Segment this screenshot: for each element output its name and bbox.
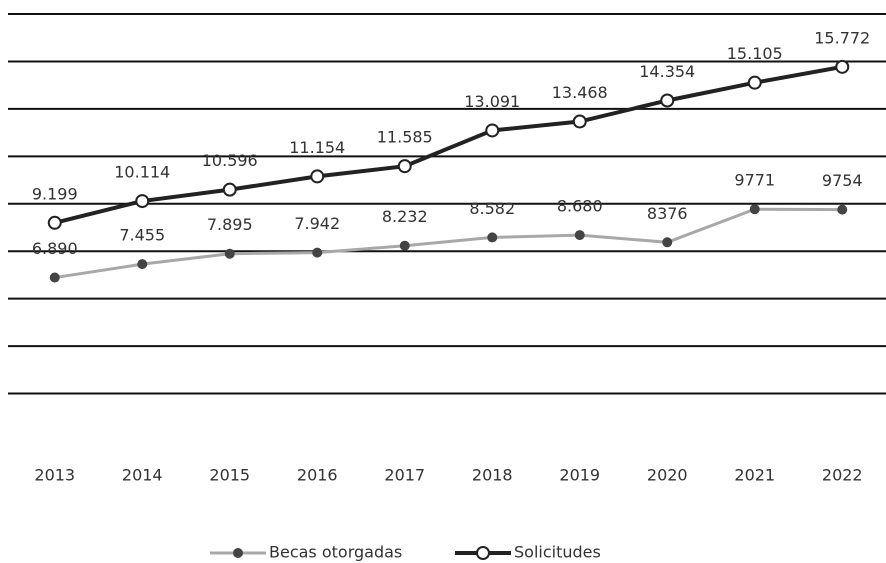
- data-label: 8.232: [382, 207, 428, 226]
- point: [224, 248, 235, 259]
- point: [397, 159, 412, 174]
- point: [487, 232, 498, 243]
- data-label: 11.154: [289, 138, 345, 157]
- data-label: 13.468: [552, 83, 608, 102]
- data-label: 8.680: [557, 197, 603, 216]
- data-label: 11.585: [377, 128, 433, 147]
- point: [837, 204, 848, 215]
- data-label: 9771: [734, 171, 775, 190]
- data-label: 15.105: [727, 44, 783, 63]
- series-line: [54, 64, 843, 225]
- x-tick-label: 2015: [209, 466, 250, 485]
- x-tick-label: 2020: [647, 466, 688, 485]
- legend-marker: [233, 548, 243, 558]
- point: [747, 75, 762, 90]
- data-label: 8.582: [469, 199, 515, 218]
- x-tick-label: 2013: [34, 466, 75, 485]
- data-label: 9.199: [32, 184, 78, 203]
- legend-label: Solicitudes: [514, 543, 601, 562]
- x-tick-label: 2022: [822, 466, 863, 485]
- point: [312, 247, 323, 258]
- point: [222, 182, 237, 197]
- x-tick-label: 2014: [122, 466, 163, 485]
- x-tick-label: 2018: [472, 466, 513, 485]
- data-label: 7.942: [294, 214, 340, 233]
- series-line: [54, 207, 843, 280]
- point: [310, 169, 325, 184]
- data-label: 7.895: [207, 215, 253, 234]
- x-tick-label: 2017: [384, 466, 425, 485]
- point: [749, 204, 760, 215]
- point: [660, 93, 675, 108]
- data-label: 6.890: [32, 239, 78, 258]
- data-label: 15.772: [814, 28, 870, 47]
- data-label: 10.114: [114, 163, 170, 182]
- data-label: 14.354: [639, 62, 695, 81]
- point: [137, 259, 148, 270]
- data-label: 13.091: [464, 92, 520, 111]
- point: [574, 230, 585, 241]
- point: [572, 114, 587, 129]
- x-tick-label: 2021: [734, 466, 775, 485]
- point: [835, 59, 850, 74]
- point: [49, 272, 60, 283]
- point: [135, 194, 150, 209]
- data-label: 7.455: [119, 226, 165, 245]
- point: [662, 237, 673, 248]
- data-label: 8376: [647, 204, 688, 223]
- x-tick-label: 2016: [297, 466, 338, 485]
- legend-label: Becas otorgadas: [269, 543, 402, 562]
- point: [47, 215, 62, 230]
- point: [485, 123, 500, 138]
- legend-marker: [476, 546, 490, 560]
- data-label: 10.596: [202, 151, 258, 170]
- point: [399, 240, 410, 251]
- x-tick-label: 2019: [559, 466, 600, 485]
- data-label: 9754: [822, 171, 863, 190]
